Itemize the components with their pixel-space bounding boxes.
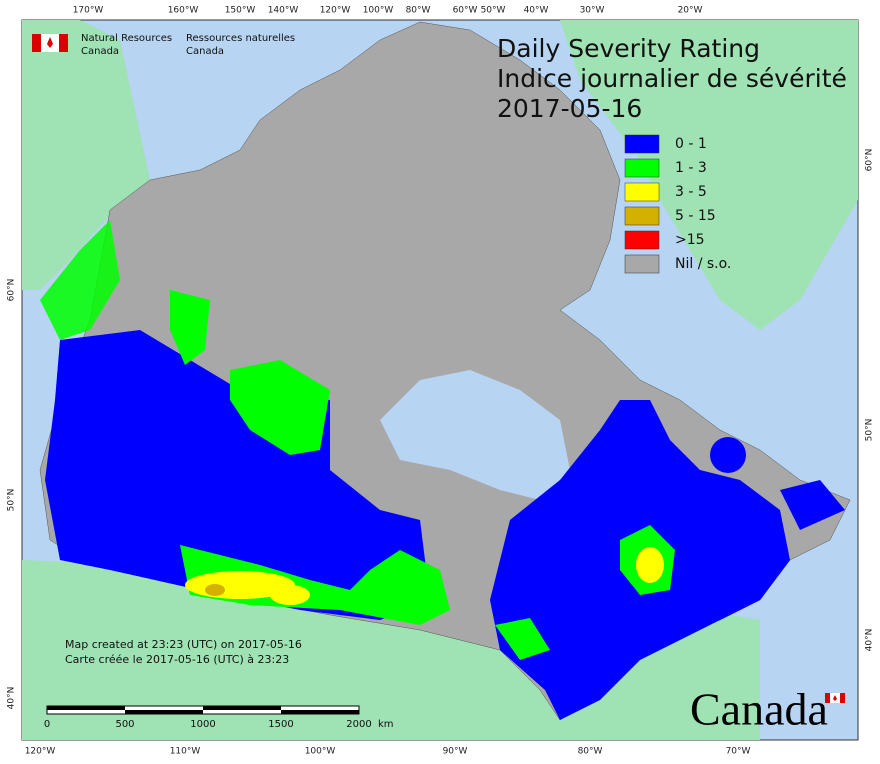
- green-patch: [495, 618, 550, 660]
- longitude-label: 80°W: [406, 6, 431, 16]
- scale-label: 0: [44, 719, 50, 730]
- green-patch: [230, 360, 330, 455]
- scale-bar: [46, 705, 360, 715]
- scale-label: 2000: [346, 719, 371, 730]
- agency-fr: Ressources naturelles: [186, 33, 295, 44]
- hudson-bay: [380, 370, 570, 500]
- longitude-label: 170°W: [73, 6, 104, 16]
- latitude-label: 60°N: [865, 149, 875, 172]
- legend-label: 5 - 15: [675, 208, 716, 224]
- west-blue: [45, 330, 430, 620]
- longitude-label: 50°W: [481, 6, 506, 16]
- title: Indice journalier de sévérité: [497, 64, 847, 93]
- longitude-label: 140°W: [268, 6, 299, 16]
- scale-label: 1000: [190, 719, 215, 730]
- greenland: [560, 20, 858, 330]
- legend: 0 - 1 1 - 3 3 - 5 5 - 15 >15 Nil / s.o.: [624, 134, 731, 274]
- legend-swatch: [624, 158, 660, 178]
- longitude-label: 120°W: [25, 747, 56, 757]
- scale-label: 1500: [268, 719, 293, 730]
- legend-label: Nil / s.o.: [675, 256, 731, 272]
- map-note: Carte créée le 2017-05-16 (UTC) à 23:23: [65, 653, 289, 666]
- legend-swatch: [624, 134, 660, 154]
- longitude-label: 110°W: [170, 747, 201, 757]
- canada-wordmark: Canada: [690, 684, 828, 735]
- legend-label: >15: [675, 232, 705, 248]
- legend-swatch: [624, 254, 660, 274]
- alaska: [22, 20, 150, 290]
- longitude-label: 20°W: [678, 6, 703, 16]
- latitude-label: 40°N: [7, 687, 17, 710]
- green-patch: [170, 290, 210, 365]
- legend-label: 0 - 1: [675, 136, 707, 152]
- longitude-label: 150°W: [225, 6, 256, 16]
- longitude-label: 70°W: [726, 747, 751, 757]
- title: Daily Severity Rating: [497, 34, 760, 63]
- latitude-label: 60°N: [7, 279, 17, 302]
- scale-label: 500: [115, 719, 134, 730]
- latitude-label: 50°N: [7, 489, 17, 512]
- green-patch: [180, 545, 450, 625]
- longitude-label: 90°W: [443, 747, 468, 757]
- scale-unit: km: [378, 719, 394, 730]
- agency-fr: Canada: [186, 46, 224, 57]
- longitude-label: 40°W: [524, 6, 549, 16]
- legend-swatch: [624, 182, 660, 202]
- blue-patch: [710, 437, 746, 473]
- longitude-label: 30°W: [580, 6, 605, 16]
- longitude-label: 100°W: [305, 747, 336, 757]
- title: 2017-05-16: [497, 94, 642, 123]
- green-patch: [40, 220, 120, 340]
- legend-label: 1 - 3: [675, 160, 707, 176]
- legend-label: 3 - 5: [675, 184, 707, 200]
- map-note: Map created at 23:23 (UTC) on 2017-05-16: [65, 638, 302, 651]
- longitude-label: 80°W: [578, 747, 603, 757]
- latitude-label: 40°N: [865, 629, 875, 652]
- legend-swatch: [624, 206, 660, 226]
- newfoundland: [780, 480, 845, 530]
- latitude-label: 50°N: [865, 419, 875, 442]
- longitude-label: 160°W: [168, 6, 199, 16]
- orange-patch: [205, 584, 225, 596]
- agency-en: Natural Resources: [81, 33, 172, 44]
- legend-swatch: [624, 230, 660, 250]
- longitude-label: 60°W: [453, 6, 478, 16]
- nrcan-flag: [32, 34, 68, 52]
- agency-en: Canada: [81, 46, 119, 57]
- wordmark-flag: [825, 693, 845, 703]
- yellow-patch: [270, 585, 310, 605]
- yellow-patch: [636, 547, 664, 583]
- longitude-label: 100°W: [363, 6, 394, 16]
- longitude-label: 120°W: [320, 6, 351, 16]
